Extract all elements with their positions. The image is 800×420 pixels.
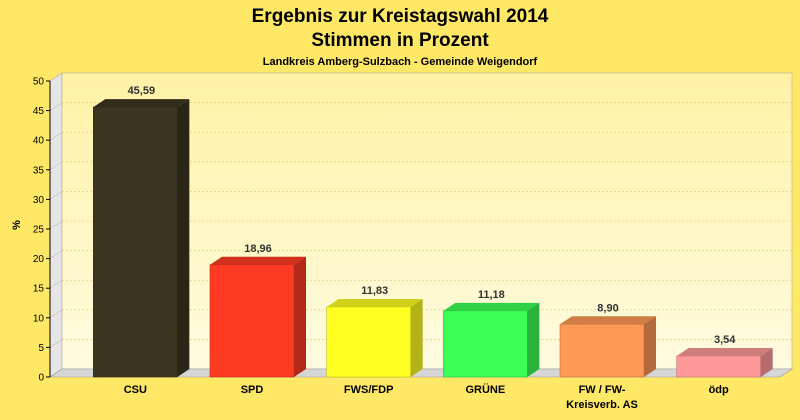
bar-side bbox=[410, 298, 423, 377]
bar-5: 8,90 bbox=[559, 302, 656, 378]
bar-front bbox=[326, 306, 411, 378]
bar-top bbox=[93, 99, 190, 108]
bar-side bbox=[294, 256, 306, 377]
category-label: FW / FW- bbox=[579, 384, 626, 396]
value-label: 11,18 bbox=[478, 289, 505, 301]
category-labels: CSU SPD FWS/FDP GRÜNE FW / FW- Kreisverb. AS ö… bbox=[124, 383, 729, 411]
y-tick-label: 35 bbox=[33, 165, 45, 176]
value-label: 45,59 bbox=[128, 85, 156, 97]
chart-subtitle: Landkreis Amberg-Sulzbach - Gemeinde Wei… bbox=[263, 56, 538, 68]
category-label: CSU bbox=[124, 384, 147, 396]
category-label: ödp bbox=[709, 384, 729, 396]
bar-top bbox=[560, 316, 656, 325]
value-label: 11,83 bbox=[361, 285, 388, 297]
grid-line bbox=[49, 102, 63, 111]
value-label: 8,90 bbox=[597, 302, 618, 314]
bar-1: 45,59 bbox=[93, 85, 190, 378]
grid-line bbox=[49, 220, 63, 230]
y-axis-label: % bbox=[11, 220, 23, 230]
bar-4: 11,18 bbox=[443, 289, 540, 378]
category-label-line2: Kreisverb. AS bbox=[566, 399, 638, 411]
y-tick-label: 0 bbox=[38, 373, 44, 384]
grid-line bbox=[49, 72, 63, 82]
category-label: SPD bbox=[241, 384, 264, 396]
value-label: 3,54 bbox=[714, 334, 736, 346]
y-tick-label: 50 bbox=[33, 77, 45, 88]
bar-6: 3,54 bbox=[676, 334, 773, 378]
value-label: 18,96 bbox=[244, 243, 272, 255]
grid-line bbox=[49, 161, 63, 171]
bar-front bbox=[209, 264, 295, 378]
y-tick-label: 45 bbox=[33, 106, 45, 117]
bar-front bbox=[559, 324, 645, 378]
bar-front bbox=[93, 106, 178, 378]
bar-front bbox=[676, 355, 761, 378]
grid-line bbox=[49, 309, 63, 319]
grid-line bbox=[49, 191, 63, 200]
bars: 45,59 18,96 11,83 11,18 8,90 3,54 bbox=[93, 85, 773, 378]
y-axis: 0 5 10 15 20 25 30 35 40 45 50 bbox=[33, 77, 50, 384]
category-label: GRÜNE bbox=[465, 383, 505, 396]
bar-front bbox=[443, 310, 528, 378]
bar-2: 18,96 bbox=[209, 243, 306, 378]
grid-line bbox=[49, 131, 63, 141]
bar-top bbox=[210, 256, 306, 265]
y-tick-label: 25 bbox=[33, 225, 45, 236]
bar-3: 11,83 bbox=[326, 285, 423, 378]
y-tick-label: 5 bbox=[38, 343, 44, 354]
chart-title-line1: Ergebnis zur Kreistagswahl 2014 bbox=[252, 6, 549, 27]
bar-side bbox=[527, 302, 540, 377]
grid-line bbox=[49, 279, 63, 289]
y-tick-label: 40 bbox=[33, 136, 45, 147]
y-tick-label: 15 bbox=[33, 284, 45, 295]
bar-top bbox=[676, 348, 773, 357]
y-tick-label: 10 bbox=[33, 313, 45, 324]
grid-line bbox=[49, 339, 63, 348]
bar-side bbox=[177, 99, 190, 377]
category-label: FWS/FDP bbox=[344, 384, 394, 396]
bar-top bbox=[326, 298, 423, 307]
y-tick-label: 20 bbox=[33, 254, 45, 265]
y-tick-label: 30 bbox=[33, 195, 45, 206]
bar-side bbox=[644, 316, 656, 377]
grid-line bbox=[49, 250, 63, 259]
bar-side bbox=[760, 348, 773, 377]
chart-title-line2: Stimmen in Prozent bbox=[311, 30, 489, 51]
bar-top bbox=[443, 302, 540, 311]
